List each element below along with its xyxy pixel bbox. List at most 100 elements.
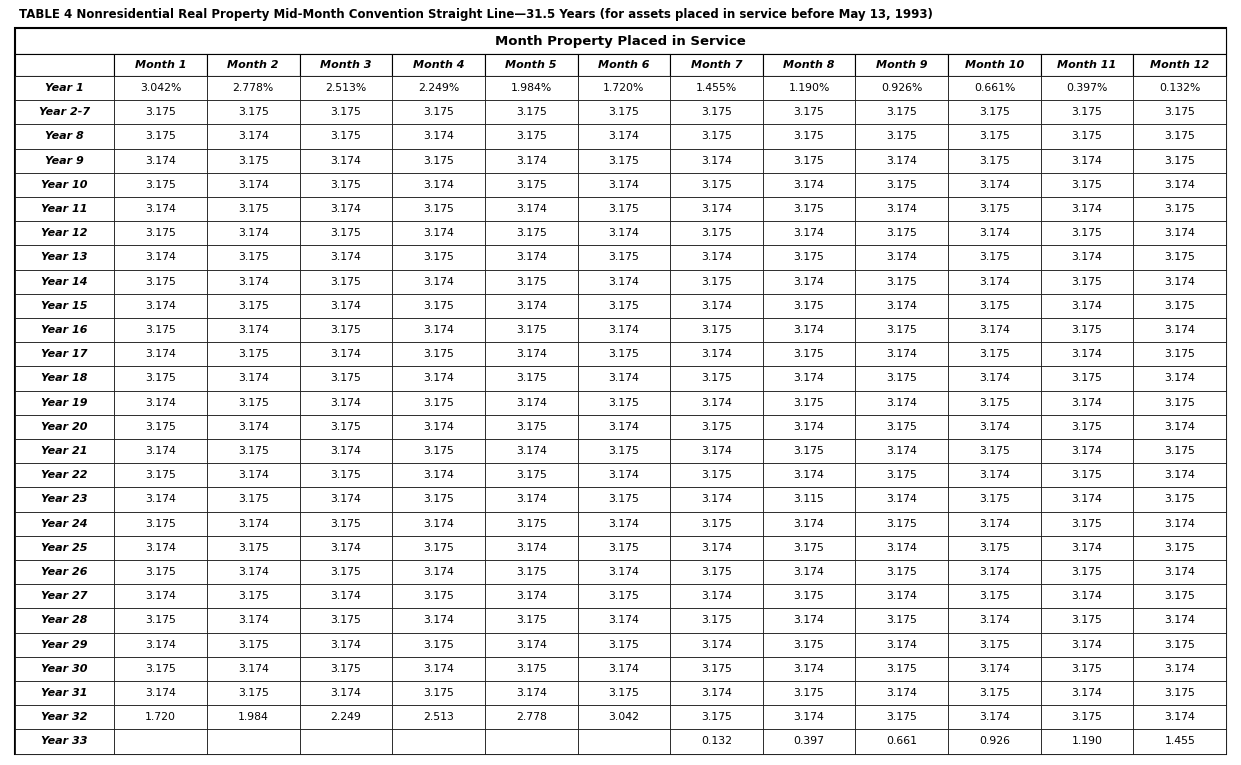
Bar xyxy=(485,125,577,148)
Text: 3.174: 3.174 xyxy=(330,446,361,456)
Text: 3.174: 3.174 xyxy=(608,470,639,480)
Text: Month 1: Month 1 xyxy=(135,60,186,70)
Bar xyxy=(1041,197,1133,221)
Bar xyxy=(299,269,392,294)
Text: 3.174: 3.174 xyxy=(516,494,546,504)
Bar xyxy=(207,463,299,487)
Bar xyxy=(948,512,1041,536)
Text: Month Property Placed in Service: Month Property Placed in Service xyxy=(495,34,746,47)
Bar xyxy=(855,415,948,439)
Text: 3.175: 3.175 xyxy=(886,470,917,480)
Text: 3.174: 3.174 xyxy=(145,350,176,360)
Text: Year 16: Year 16 xyxy=(41,325,88,335)
Bar xyxy=(485,512,577,536)
Bar xyxy=(114,391,207,415)
Bar xyxy=(855,318,948,342)
Text: 3.174: 3.174 xyxy=(145,688,176,698)
Text: 3.175: 3.175 xyxy=(794,350,824,360)
Bar xyxy=(392,197,485,221)
Text: 3.175: 3.175 xyxy=(423,688,454,698)
Bar xyxy=(1041,560,1133,584)
Text: 3.174: 3.174 xyxy=(794,519,824,529)
Bar xyxy=(392,608,485,633)
Text: Year 33: Year 33 xyxy=(41,737,88,747)
Text: 3.174: 3.174 xyxy=(1072,204,1102,214)
Text: TABLE 4 Nonresidential Real Property Mid-Month Convention Straight Line—31.5 Yea: TABLE 4 Nonresidential Real Property Mid… xyxy=(19,8,932,21)
Bar xyxy=(1041,487,1133,512)
Text: 3.175: 3.175 xyxy=(516,567,546,577)
Text: 3.174: 3.174 xyxy=(886,398,917,408)
Bar xyxy=(207,342,299,366)
Text: 3.174: 3.174 xyxy=(608,132,639,142)
Bar xyxy=(114,681,207,705)
Bar xyxy=(1041,342,1133,366)
Bar xyxy=(392,76,485,100)
Bar xyxy=(577,269,670,294)
Text: 3.175: 3.175 xyxy=(145,567,176,577)
Bar xyxy=(299,100,392,125)
Text: 3.175: 3.175 xyxy=(238,107,268,117)
Bar xyxy=(392,294,485,318)
Bar xyxy=(392,391,485,415)
Text: 3.174: 3.174 xyxy=(238,277,268,287)
Text: 3.175: 3.175 xyxy=(1164,350,1195,360)
Bar xyxy=(1041,366,1133,391)
Text: 3.174: 3.174 xyxy=(701,301,732,311)
Text: 3.174: 3.174 xyxy=(1164,664,1195,674)
Bar xyxy=(207,415,299,439)
Bar xyxy=(855,729,948,754)
Text: 3.175: 3.175 xyxy=(608,640,639,649)
Bar xyxy=(392,54,485,76)
Bar xyxy=(299,294,392,318)
Text: 3.174: 3.174 xyxy=(701,591,732,601)
Bar xyxy=(299,608,392,633)
Text: 3.174: 3.174 xyxy=(979,712,1010,722)
Bar xyxy=(392,221,485,246)
Bar xyxy=(577,221,670,246)
Text: Year 13: Year 13 xyxy=(41,252,88,262)
Text: 3.175: 3.175 xyxy=(886,107,917,117)
Bar xyxy=(577,366,670,391)
Bar xyxy=(485,54,577,76)
Bar xyxy=(15,681,114,705)
Text: Year 30: Year 30 xyxy=(41,664,88,674)
Bar xyxy=(948,125,1041,148)
Bar xyxy=(485,633,577,656)
Text: 2.778%: 2.778% xyxy=(232,83,274,93)
Text: 3.174: 3.174 xyxy=(330,688,361,698)
Bar xyxy=(1133,246,1226,269)
Bar xyxy=(392,246,485,269)
Bar xyxy=(1133,318,1226,342)
Bar xyxy=(392,463,485,487)
Text: 3.175: 3.175 xyxy=(608,446,639,456)
Text: 3.175: 3.175 xyxy=(1164,398,1195,408)
Text: 3.175: 3.175 xyxy=(886,567,917,577)
Bar xyxy=(207,294,299,318)
Bar xyxy=(948,487,1041,512)
Text: 0.132%: 0.132% xyxy=(1159,83,1200,93)
Bar xyxy=(670,100,763,125)
Bar xyxy=(670,294,763,318)
Bar xyxy=(670,487,763,512)
Bar xyxy=(114,729,207,754)
Text: Year 14: Year 14 xyxy=(41,277,88,287)
Bar xyxy=(1041,246,1133,269)
Text: 3.175: 3.175 xyxy=(979,446,1010,456)
Text: 3.174: 3.174 xyxy=(238,664,268,674)
Text: 3.174: 3.174 xyxy=(886,252,917,262)
Text: 3.174: 3.174 xyxy=(516,252,546,262)
Bar xyxy=(763,173,855,197)
Text: 3.175: 3.175 xyxy=(330,519,361,529)
Bar xyxy=(1133,463,1226,487)
Text: 3.175: 3.175 xyxy=(794,543,824,553)
Text: 3.174: 3.174 xyxy=(238,228,268,238)
Bar xyxy=(670,439,763,463)
Bar xyxy=(485,560,577,584)
Bar xyxy=(114,197,207,221)
Bar xyxy=(670,656,763,681)
Bar xyxy=(763,221,855,246)
Text: 3.174: 3.174 xyxy=(979,277,1010,287)
Bar xyxy=(763,54,855,76)
Text: 3.175: 3.175 xyxy=(516,180,546,190)
Text: 3.175: 3.175 xyxy=(145,277,176,287)
